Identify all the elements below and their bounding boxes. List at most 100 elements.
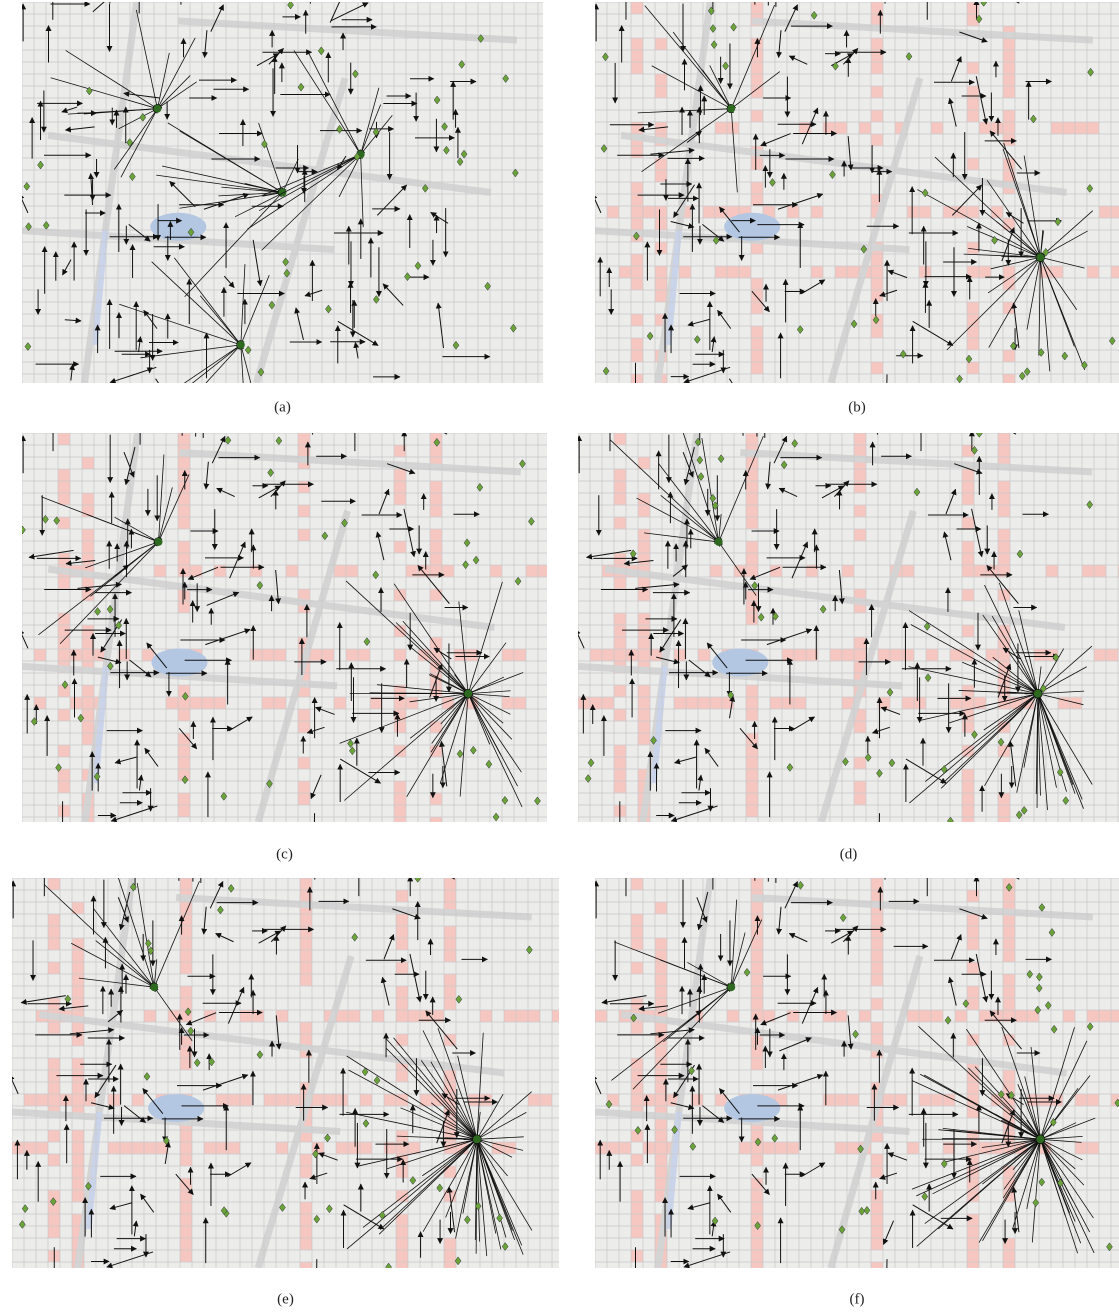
cell	[394, 493, 406, 505]
cell	[835, 1010, 847, 1022]
cell	[967, 1082, 979, 1094]
cell	[1046, 565, 1058, 577]
cell	[871, 362, 883, 374]
cell	[190, 697, 202, 709]
cell	[655, 1154, 667, 1166]
cell	[770, 697, 782, 709]
cell	[336, 1142, 348, 1154]
cell	[751, 194, 763, 206]
cell	[178, 757, 190, 769]
cell	[746, 517, 758, 529]
cell	[82, 625, 94, 637]
cell	[854, 433, 866, 445]
cell	[298, 481, 310, 493]
cell	[979, 266, 991, 278]
lake	[152, 649, 208, 677]
cell	[998, 445, 1010, 457]
cell	[48, 1022, 60, 1034]
cell	[408, 1010, 420, 1022]
cell	[430, 445, 442, 457]
cell	[871, 1154, 883, 1166]
cell	[638, 733, 650, 745]
cell	[48, 1154, 60, 1166]
cell	[631, 374, 643, 386]
cell	[631, 218, 643, 230]
cell	[655, 986, 667, 998]
cell	[674, 697, 686, 709]
cell	[967, 362, 979, 374]
cell	[746, 769, 758, 781]
cell	[190, 565, 202, 577]
cell	[82, 553, 94, 565]
cell	[82, 493, 94, 505]
cell	[871, 1166, 883, 1178]
cell	[614, 625, 626, 637]
cell	[643, 206, 655, 218]
cell	[300, 950, 312, 962]
cell	[394, 649, 406, 661]
cell	[638, 625, 650, 637]
cell	[643, 1094, 655, 1106]
cell	[444, 1082, 456, 1094]
cell	[943, 206, 955, 218]
cell	[444, 1130, 456, 1142]
cell	[12, 1142, 24, 1154]
cell	[178, 469, 190, 481]
cell	[626, 649, 638, 661]
cell	[871, 1214, 883, 1226]
cell	[746, 481, 758, 493]
figure-svg: (a)(b)(c)(d)(e)(f)	[0, 0, 1119, 1316]
cell	[974, 697, 986, 709]
cell	[72, 1082, 84, 1094]
cell	[1075, 1094, 1087, 1106]
cell	[36, 1094, 48, 1106]
cell	[300, 1022, 312, 1034]
cell	[142, 649, 154, 661]
cell	[967, 1262, 979, 1274]
cell	[962, 769, 974, 781]
cell	[775, 1142, 787, 1154]
cell	[751, 974, 763, 986]
cell	[631, 1082, 643, 1094]
cell	[631, 338, 643, 350]
cell	[396, 1166, 408, 1178]
cell	[1051, 122, 1063, 134]
cell	[751, 962, 763, 974]
cell	[962, 625, 974, 637]
cell	[504, 1010, 516, 1022]
cell	[1003, 950, 1015, 962]
cell	[847, 266, 859, 278]
cell	[396, 1070, 408, 1082]
cell	[58, 769, 70, 781]
cell	[998, 745, 1010, 757]
cell	[871, 974, 883, 986]
cell	[751, 998, 763, 1010]
cell	[1003, 74, 1015, 86]
cell	[72, 986, 84, 998]
cell	[178, 505, 190, 517]
cell	[871, 38, 883, 50]
hub	[1036, 1135, 1044, 1143]
cell	[967, 98, 979, 110]
cell	[979, 122, 991, 134]
cell	[1094, 649, 1106, 661]
cell	[1003, 1070, 1015, 1082]
cell	[655, 1130, 667, 1142]
cell	[878, 649, 890, 661]
cell	[751, 1058, 763, 1070]
cell	[180, 1202, 192, 1214]
cell	[746, 793, 758, 805]
panel-label: (a)	[274, 399, 291, 415]
cell	[871, 1226, 883, 1238]
cell	[72, 1166, 84, 1178]
cell	[180, 1250, 192, 1262]
cell	[396, 926, 408, 938]
cell	[631, 314, 643, 326]
cell	[1087, 122, 1099, 134]
cell	[823, 1010, 835, 1022]
cell	[72, 1154, 84, 1166]
cell	[300, 1214, 312, 1226]
cell	[902, 697, 914, 709]
cell	[430, 721, 442, 733]
cell	[631, 1202, 643, 1214]
